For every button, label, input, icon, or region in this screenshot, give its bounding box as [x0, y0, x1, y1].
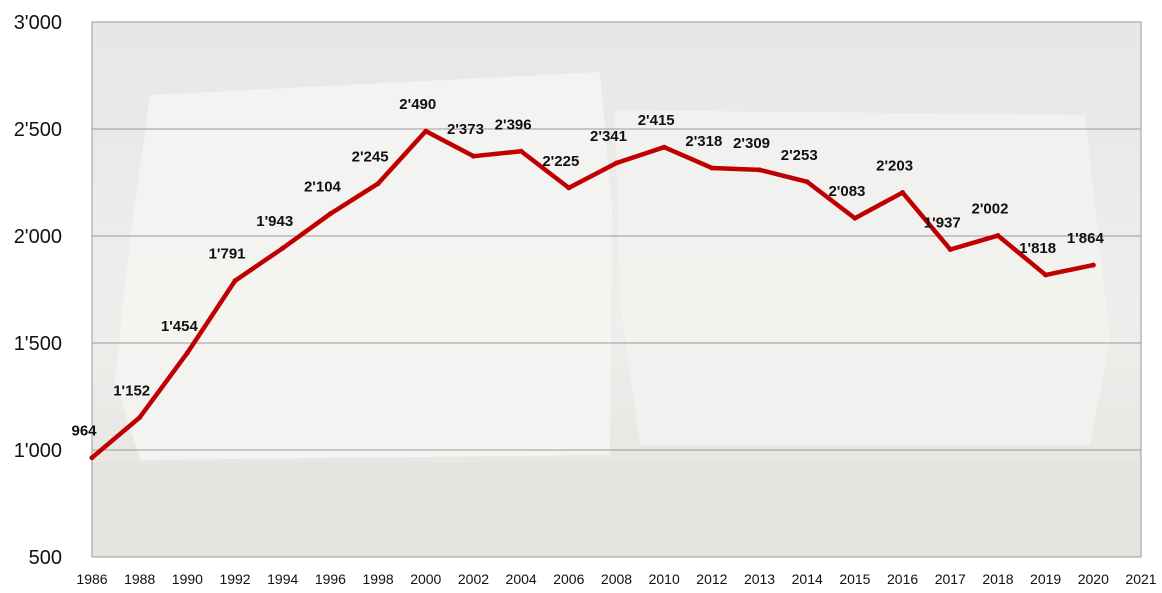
bundle-left-shape	[115, 72, 612, 460]
data-point	[852, 215, 858, 221]
data-point	[614, 160, 619, 166]
data-label: 2'341	[590, 128, 627, 145]
x-tick-label: 2019	[1030, 571, 1061, 587]
y-tick-label: 500	[29, 547, 62, 569]
x-tick-label: 1988	[124, 571, 155, 587]
x-tick-label: 2012	[696, 571, 727, 587]
x-tick-label: 2020	[1078, 571, 1109, 587]
data-label: 2'203	[876, 158, 913, 175]
x-tick-label: 2002	[458, 571, 489, 587]
y-tick-label: 1'000	[14, 440, 62, 462]
data-point	[709, 165, 715, 171]
x-tick-label: 1996	[315, 571, 346, 587]
data-point	[1090, 262, 1096, 268]
x-tick-label: 2000	[410, 571, 441, 587]
data-point	[375, 181, 381, 187]
data-point	[423, 128, 429, 134]
data-label: 1'818	[1019, 240, 1056, 257]
data-point	[232, 278, 238, 284]
data-labels: 964 1'152 1'454 1'791 1'943 2'104 2'245 2'490 2'…	[71, 96, 1104, 440]
data-point	[280, 245, 286, 251]
data-point	[518, 148, 524, 154]
x-tick-label: 2018	[982, 571, 1013, 587]
data-point	[1043, 272, 1049, 278]
data-point	[137, 414, 143, 420]
data-point	[327, 211, 333, 217]
series-line	[89, 128, 1096, 460]
data-label: 2'396	[495, 116, 532, 133]
data-label: 2'253	[781, 147, 818, 164]
bundle-right-shape	[615, 110, 1110, 445]
y-tick-label: 2'500	[14, 119, 62, 141]
data-point	[900, 190, 906, 196]
x-tick-label: 2014	[792, 571, 823, 587]
data-point	[661, 144, 667, 150]
x-tick-label: 2008	[601, 571, 632, 587]
data-label: 2'002	[971, 201, 1008, 218]
data-label: 1'152	[113, 382, 150, 399]
x-tick-label: 2004	[506, 571, 537, 587]
x-tick-label: 2021	[1125, 571, 1156, 587]
data-label: 1'864	[1067, 230, 1105, 247]
data-label: 2'490	[399, 96, 436, 113]
ground-strip	[92, 462, 1141, 557]
data-label: 2'309	[733, 135, 770, 152]
data-label: 2'083	[828, 183, 865, 200]
data-label: 1'937	[924, 214, 961, 231]
x-tick-label: 1986	[76, 571, 107, 587]
x-tick-label: 2010	[649, 571, 680, 587]
y-axis-ticks: 500 1'000 1'500 2'000 2'500 3'000	[14, 12, 62, 569]
data-point	[566, 185, 572, 191]
data-label: 1'791	[209, 246, 246, 263]
gridlines	[92, 128, 1141, 451]
y-tick-label: 2'000	[14, 226, 62, 248]
data-point	[995, 233, 1001, 239]
data-label: 2'373	[447, 121, 484, 138]
data-label: 1'454	[161, 318, 199, 335]
data-label: 964	[71, 423, 97, 440]
x-tick-label: 2015	[839, 571, 870, 587]
x-tick-label: 1998	[363, 571, 394, 587]
x-tick-label: 1990	[172, 571, 203, 587]
data-point	[804, 179, 810, 185]
x-tick-label: 2013	[744, 571, 775, 587]
data-point	[757, 167, 763, 173]
x-axis-ticks: 1986 1988 1990 1992 1994 1996 1998 2000 2002 2004…	[76, 571, 1156, 587]
y-tick-label: 1'500	[14, 333, 62, 355]
x-tick-label: 1992	[219, 571, 250, 587]
data-label: 2'104	[304, 179, 342, 196]
x-tick-label: 2017	[935, 571, 966, 587]
data-point	[947, 246, 953, 252]
plot-background	[92, 22, 1141, 557]
data-point	[89, 455, 95, 461]
data-label: 1'943	[256, 213, 293, 230]
data-label: 2'318	[685, 133, 722, 150]
data-label: 2'415	[638, 112, 675, 129]
x-tick-label: 2016	[887, 571, 918, 587]
x-tick-label: 1994	[267, 571, 298, 587]
y-tick-label: 3'000	[14, 12, 62, 34]
data-label: 2'245	[352, 149, 389, 166]
x-tick-label: 2006	[553, 571, 584, 587]
data-point	[184, 350, 190, 356]
plot-frame	[91, 21, 1142, 558]
series-layer	[89, 128, 1096, 461]
data-point	[470, 153, 476, 159]
data-label: 2'225	[542, 153, 579, 170]
